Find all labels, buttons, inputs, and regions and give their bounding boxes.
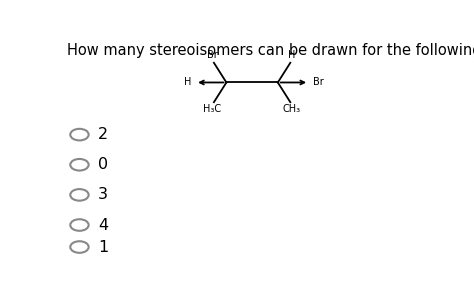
Text: 4: 4 — [98, 218, 108, 232]
Text: 0: 0 — [98, 157, 108, 172]
Text: 1: 1 — [98, 240, 108, 255]
Text: H₃C: H₃C — [203, 104, 221, 114]
Text: CH₃: CH₃ — [283, 104, 301, 114]
Text: H: H — [184, 77, 191, 88]
Text: H: H — [289, 51, 296, 61]
Text: 3: 3 — [98, 188, 108, 202]
Text: Br: Br — [313, 77, 323, 88]
Text: How many stereoisomers can be drawn for the following molecule?: How many stereoisomers can be drawn for … — [66, 43, 474, 58]
Text: Br: Br — [207, 51, 218, 61]
Text: 2: 2 — [98, 127, 108, 142]
